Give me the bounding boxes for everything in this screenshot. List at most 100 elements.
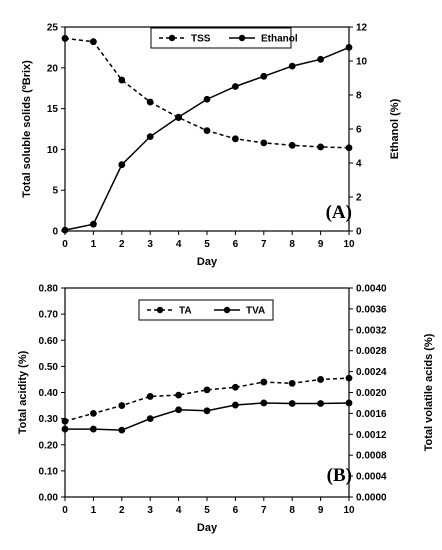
- y-right-tick-label: 0.0012: [356, 430, 387, 441]
- y-right-tick-label: 0.0024: [356, 367, 387, 378]
- y-left-tick-label: 0.60: [39, 336, 59, 347]
- data-point-ethanol: [203, 95, 211, 103]
- data-point-tss: [232, 135, 239, 143]
- x-tick-label: 2: [119, 239, 125, 250]
- y-left-axis-label: Total acidity (%): [17, 350, 29, 434]
- x-tick-label: 0: [62, 505, 68, 516]
- y-left-tick-label: 15: [47, 104, 59, 115]
- x-tick-label: 6: [233, 505, 239, 516]
- x-tick-label: 5: [204, 239, 210, 250]
- data-point-ta: [288, 379, 296, 387]
- series-line-tva: [65, 402, 350, 431]
- y-left-tick-label: 0.50: [39, 362, 59, 373]
- data-point-ta: [317, 376, 324, 383]
- legend-label: TA: [179, 306, 192, 317]
- legend-label: Ethanol: [261, 34, 298, 45]
- x-tick-label: 9: [318, 505, 324, 516]
- y-left-tick-label: 0.80: [39, 284, 59, 295]
- data-point-tva: [203, 407, 211, 415]
- y-left-tick-label: 0.20: [39, 440, 59, 451]
- data-point-tss: [118, 76, 126, 84]
- data-point-ta: [61, 417, 69, 425]
- data-point-tva: [317, 400, 324, 407]
- y-right-tick-label: 8: [356, 91, 362, 102]
- legend-marker-ethanol: [238, 34, 246, 42]
- y-right-tick-label: 0.0032: [356, 325, 387, 336]
- y-right-tick-label: 2: [356, 193, 362, 204]
- legend-label: TVA: [246, 306, 265, 317]
- data-point-tss: [260, 139, 268, 147]
- data-point-tss: [345, 144, 353, 152]
- data-point-tss: [317, 143, 324, 151]
- y-right-tick-label: 0.0040: [356, 284, 387, 295]
- y-right-axis-label: Total volatile acids (%): [423, 333, 435, 451]
- data-point-tva: [260, 399, 268, 407]
- data-point-ethanol: [146, 133, 154, 141]
- legend: TA TVA: [138, 299, 274, 321]
- x-tick-label: 3: [147, 505, 153, 516]
- y-right-tick-label: 0.0016: [356, 409, 387, 420]
- legend-label: TSS: [191, 34, 211, 45]
- x-tick-label: 7: [261, 239, 267, 250]
- y-right-tick-label: 12: [356, 23, 368, 34]
- y-right-tick-label: 0.0020: [356, 388, 387, 399]
- data-point-tva: [146, 415, 154, 423]
- data-point-ta: [90, 410, 97, 417]
- legend-marker-ta: [156, 306, 164, 314]
- x-tick-label: 4: [176, 239, 182, 250]
- x-tick-label: 10: [343, 505, 355, 516]
- panel-label: (B): [327, 465, 352, 486]
- legend-box: [138, 299, 274, 321]
- data-point-ethanol: [118, 161, 126, 169]
- data-point-tva: [288, 400, 296, 407]
- y-right-tick-label: 0.0008: [356, 451, 387, 462]
- x-axis-label: Day: [197, 522, 218, 534]
- x-tick-label: 10: [343, 239, 355, 250]
- y-right-tick-label: 0.0036: [356, 304, 387, 315]
- data-point-tss: [203, 127, 211, 135]
- legend-box: [150, 27, 292, 49]
- data-point-tva: [118, 426, 126, 434]
- panel-a-chart: 0 1 2 3 4 5 6 7 8 9 100510152025024681012DayTotal …: [21, 23, 401, 269]
- y-left-tick-label: 0: [52, 227, 58, 238]
- legend-marker-tss: [168, 34, 176, 42]
- x-tick-label: 0: [62, 239, 68, 250]
- data-point-ethanol: [317, 55, 324, 63]
- y-left-tick-label: 0.70: [39, 310, 59, 321]
- x-tick-label: 1: [91, 505, 97, 516]
- x-tick-label: 2: [119, 505, 125, 516]
- x-tick-label: 3: [147, 239, 153, 250]
- y-right-tick-label: 6: [356, 125, 362, 136]
- data-point-ethanol: [260, 72, 268, 80]
- y-left-tick-label: 20: [47, 63, 59, 74]
- data-point-tss: [90, 38, 97, 46]
- data-point-ethanol: [345, 44, 353, 51]
- x-tick-label: 4: [176, 505, 182, 516]
- data-point-ethanol: [175, 113, 183, 121]
- panel-label: (A): [326, 202, 352, 223]
- series-line-ta: [64, 377, 350, 422]
- y-right-tick-label: 10: [356, 57, 368, 68]
- data-point-ta: [175, 391, 183, 399]
- data-point-tva: [61, 425, 69, 433]
- data-point-ethanol: [288, 62, 296, 70]
- y-left-tick-label: 0.40: [39, 388, 59, 399]
- y-left-tick-label: 5: [52, 186, 58, 197]
- x-tick-label: 8: [289, 239, 295, 250]
- series-line-ethanol: [64, 46, 350, 231]
- y-left-tick-label: 25: [47, 23, 59, 34]
- data-point-tva: [175, 406, 183, 414]
- legend: TSS Ethanol: [150, 27, 298, 49]
- data-point-ta: [345, 374, 353, 382]
- x-axis-label: Day: [197, 256, 218, 268]
- legend-marker-tva: [223, 306, 231, 314]
- data-point-ethanol: [232, 83, 239, 90]
- data-point-ta: [232, 383, 239, 391]
- data-point-tva: [345, 399, 353, 407]
- data-point-ta: [260, 378, 268, 386]
- x-tick-label: 6: [233, 239, 239, 250]
- y-right-tick-label: 4: [356, 159, 362, 170]
- x-tick-label: 7: [261, 505, 267, 516]
- data-point-tva: [90, 425, 97, 433]
